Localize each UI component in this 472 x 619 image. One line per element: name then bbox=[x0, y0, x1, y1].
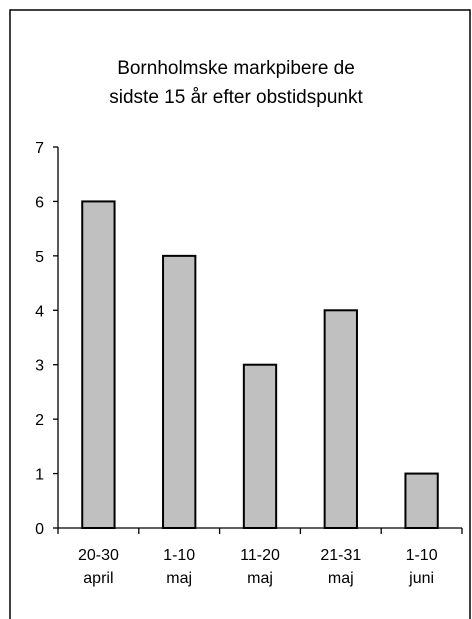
y-tick-label-2: 2 bbox=[35, 412, 44, 429]
x-tick-label-2-line-1: 11-20 bbox=[240, 547, 280, 564]
x-axis-ticks: 20-30 april 1-10 maj 11-20 maj 21-31 maj 1-10 jun… bbox=[57, 528, 463, 587]
bar-0 bbox=[81, 200, 116, 529]
bar-2 bbox=[242, 363, 278, 529]
y-tick-label-7: 7 bbox=[35, 140, 44, 157]
y-tick-label-3: 3 bbox=[35, 358, 44, 375]
x-tick-label-3-line-2: maj bbox=[328, 570, 354, 587]
x-tick-label-1-line-1: 1-10 bbox=[163, 547, 195, 564]
y-tick-label-4: 4 bbox=[35, 303, 44, 320]
chart-title-line-2: sidste 15 år efter obstidspunkt bbox=[109, 87, 363, 108]
chart-frame bbox=[9, 9, 471, 619]
bar-1 bbox=[162, 254, 197, 530]
y-tick-label-5: 5 bbox=[35, 249, 44, 266]
frame-border bbox=[9, 9, 471, 619]
x-tick-label-2-line-2: maj bbox=[247, 570, 273, 587]
x-tick-label-0-line-1: 20-30 bbox=[78, 547, 119, 564]
bars bbox=[81, 200, 439, 530]
x-tick-label-3-line-1: 21-31 bbox=[320, 547, 361, 564]
y-axis-ticks: 0 1 2 3 4 5 6 7 bbox=[35, 140, 58, 538]
axes bbox=[57, 147, 462, 529]
x-tick-label-0-line-2: april bbox=[83, 570, 113, 587]
bar-4 bbox=[404, 472, 439, 530]
bar-3 bbox=[323, 309, 358, 530]
y-tick-label-0: 0 bbox=[35, 521, 44, 538]
x-tick-label-4-line-2: juni bbox=[408, 570, 434, 587]
x-tick-label-1-line-2: maj bbox=[166, 570, 192, 587]
x-tick-label-4-line-1: 1-10 bbox=[406, 547, 438, 564]
y-tick-label-1: 1 bbox=[35, 467, 44, 484]
y-tick-label-6: 6 bbox=[35, 194, 44, 211]
chart-title-line-1: Bornholmske markpibere de bbox=[117, 58, 355, 79]
